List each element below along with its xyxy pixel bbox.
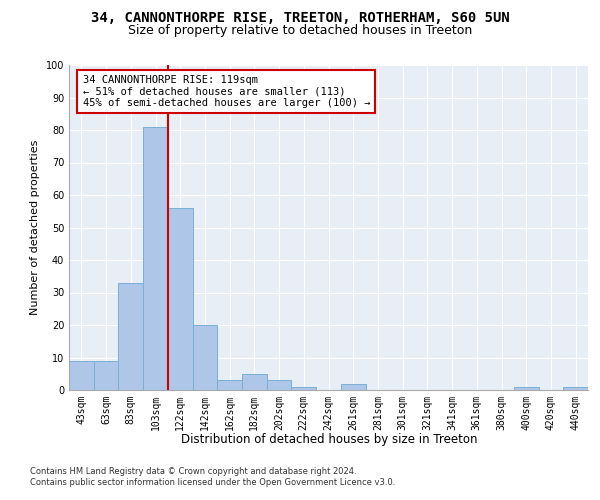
Text: Size of property relative to detached houses in Treeton: Size of property relative to detached ho… — [128, 24, 472, 37]
Bar — [242, 374, 267, 390]
Text: Distribution of detached houses by size in Treeton: Distribution of detached houses by size … — [181, 432, 477, 446]
Text: Contains HM Land Registry data © Crown copyright and database right 2024.
Contai: Contains HM Land Registry data © Crown c… — [30, 468, 395, 487]
Bar — [292, 387, 316, 390]
Bar — [94, 361, 118, 390]
Bar — [267, 380, 292, 390]
Bar — [193, 325, 217, 390]
Bar — [143, 126, 168, 390]
Bar — [514, 387, 539, 390]
Bar — [563, 387, 588, 390]
Bar — [69, 361, 94, 390]
Y-axis label: Number of detached properties: Number of detached properties — [30, 140, 40, 315]
Bar — [168, 208, 193, 390]
Text: 34 CANNONTHORPE RISE: 119sqm
← 51% of detached houses are smaller (113)
45% of s: 34 CANNONTHORPE RISE: 119sqm ← 51% of de… — [83, 74, 370, 108]
Bar — [341, 384, 365, 390]
Bar — [118, 283, 143, 390]
Bar — [217, 380, 242, 390]
Text: 34, CANNONTHORPE RISE, TREETON, ROTHERHAM, S60 5UN: 34, CANNONTHORPE RISE, TREETON, ROTHERHA… — [91, 11, 509, 25]
